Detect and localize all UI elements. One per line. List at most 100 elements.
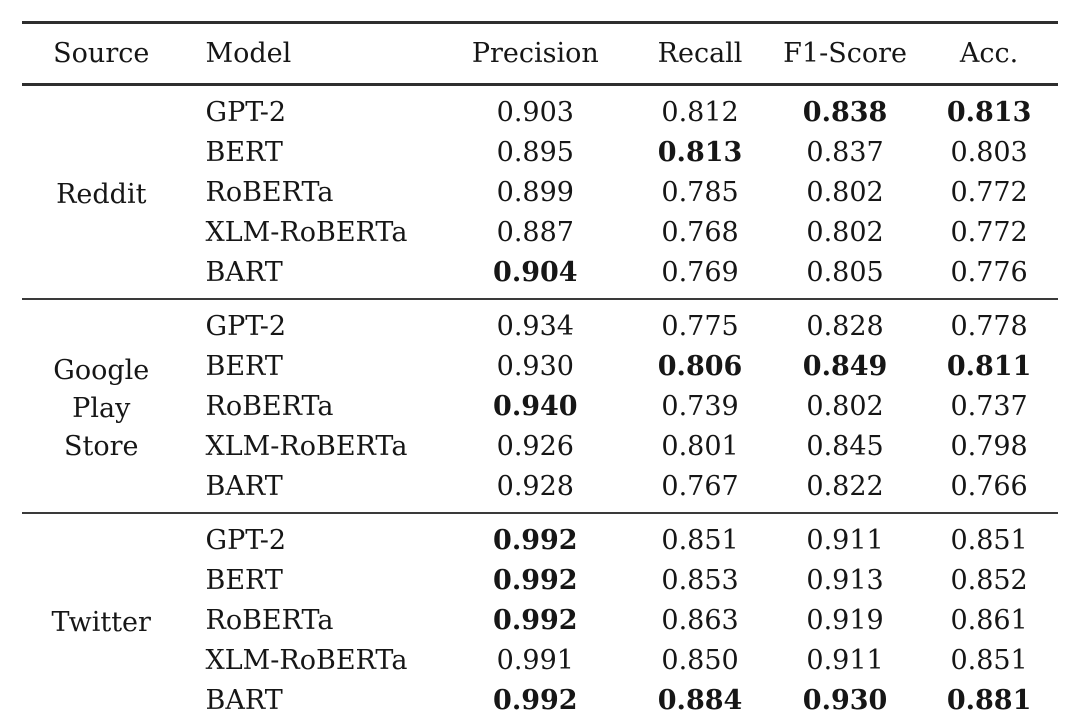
source-label: Google [53, 354, 150, 386]
section-google-play-store: Google Play Store GPT-2 0.934 0.775 0.82… [22, 299, 1058, 513]
f1-cell: 0.805 [806, 256, 884, 288]
acc-cell: 0.778 [950, 310, 1028, 342]
model-cell: XLM-RoBERTa [205, 216, 408, 248]
precision-cell: 0.899 [496, 176, 574, 208]
model-cell: BART [205, 470, 283, 502]
table-row: RoBERTa 0.940 0.739 0.802 0.737 [22, 386, 1058, 426]
acc-cell: 0.772 [950, 216, 1028, 248]
acc-cell: 0.851 [950, 644, 1028, 676]
model-cell: RoBERTa [205, 604, 334, 636]
source-label: Reddit [56, 178, 147, 210]
precision-cell: 0.991 [496, 644, 574, 676]
header-recall: Recall [657, 38, 743, 69]
acc-cell: 0.772 [950, 176, 1028, 208]
recall-cell: 0.775 [661, 310, 739, 342]
acc-cell: 0.852 [950, 564, 1028, 596]
acc-cell: 0.851 [950, 524, 1028, 556]
header-model: Model [205, 38, 292, 69]
precision-cell: 0.887 [496, 216, 574, 248]
table-row: Twitter GPT-2 0.992 0.851 0.911 0.851 [22, 513, 1058, 638]
acc-cell: 0.803 [950, 136, 1028, 168]
f1-cell: 0.919 [806, 604, 884, 636]
precision-cell: 0.930 [496, 350, 574, 382]
table-row: XLM-RoBERTa 0.926 0.801 0.845 0.798 [22, 426, 1058, 466]
acc-cell: 0.813 [946, 96, 1032, 128]
model-cell: BERT [205, 350, 283, 382]
recall-cell: 0.850 [661, 644, 739, 676]
acc-cell: 0.861 [950, 604, 1028, 636]
recall-cell: 0.801 [661, 430, 739, 462]
precision-cell: 0.903 [496, 96, 574, 128]
f1-cell: 0.802 [806, 216, 884, 248]
header-accuracy: Acc. [959, 38, 1019, 69]
table-row: BART 0.928 0.767 0.822 0.766 [22, 466, 1058, 513]
header-f1-score: F1-Score [783, 38, 907, 69]
f1-cell: 0.845 [806, 430, 884, 462]
acc-cell: 0.766 [950, 470, 1028, 502]
model-cell: BERT [205, 136, 283, 168]
source-cell-reddit: Reddit [22, 85, 181, 300]
f1-cell: 0.838 [802, 96, 888, 128]
recall-cell: 0.739 [661, 390, 739, 422]
f1-cell: 0.822 [806, 470, 884, 502]
model-cell: RoBERTa [205, 176, 334, 208]
section-twitter: Twitter GPT-2 0.992 0.851 0.911 0.851 BE… [22, 513, 1058, 724]
precision-cell: 0.928 [496, 470, 574, 502]
f1-cell: 0.911 [806, 524, 884, 556]
precision-cell: 0.992 [493, 524, 578, 556]
recall-cell: 0.863 [661, 604, 739, 636]
recall-cell: 0.812 [661, 96, 739, 128]
header-precision: Precision [471, 38, 599, 69]
source-label: Play [72, 392, 131, 424]
results-table: Source Model Precision Recall F1-Score A… [22, 21, 1058, 724]
recall-cell: 0.769 [661, 256, 739, 288]
table-row: XLM-RoBERTa 0.991 0.850 0.911 0.851 [22, 640, 1058, 680]
model-cell: GPT-2 [205, 310, 287, 342]
table-row: BART 0.904 0.769 0.805 0.776 [22, 252, 1058, 299]
acc-cell: 0.798 [950, 430, 1028, 462]
table-row: BERT 0.992 0.853 0.913 0.852 [22, 560, 1058, 600]
table-row: Reddit GPT-2 0.903 0.812 0.838 0.813 [22, 85, 1058, 210]
model-cell: BART [205, 684, 283, 716]
section-reddit: Reddit GPT-2 0.903 0.812 0.838 0.813 BER… [22, 85, 1058, 299]
precision-cell: 0.992 [493, 604, 578, 636]
f1-cell: 0.849 [802, 350, 888, 382]
table-row: XLM-RoBERTa 0.887 0.768 0.802 0.772 [22, 212, 1058, 252]
table-row: RoBERTa 0.899 0.785 0.802 0.772 [22, 172, 1058, 212]
table-row: BART 0.992 0.884 0.930 0.881 [22, 680, 1058, 724]
acc-cell: 0.811 [946, 350, 1032, 382]
recall-cell: 0.853 [661, 564, 739, 596]
table-row: BERT 0.930 0.806 0.849 0.811 [22, 346, 1058, 386]
model-cell: XLM-RoBERTa [205, 644, 408, 676]
header-row: Source Model Precision Recall F1-Score A… [22, 23, 1058, 85]
recall-cell: 0.768 [661, 216, 739, 248]
f1-cell: 0.802 [806, 390, 884, 422]
table-row: Google Play Store GPT-2 0.934 0.775 0.82… [22, 299, 1058, 463]
source-cell-google-play-store: Google Play Store [22, 299, 181, 513]
table-row: RoBERTa 0.992 0.863 0.919 0.861 [22, 600, 1058, 640]
f1-cell: 0.913 [806, 564, 884, 596]
precision-cell: 0.992 [493, 684, 578, 716]
table-header: Source Model Precision Recall F1-Score A… [22, 23, 1058, 85]
source-label: Twitter [51, 606, 151, 638]
recall-cell: 0.851 [661, 524, 739, 556]
recall-cell: 0.767 [661, 470, 739, 502]
precision-cell: 0.992 [493, 564, 578, 596]
model-cell: RoBERTa [205, 390, 334, 422]
recall-cell: 0.813 [657, 136, 743, 168]
acc-cell: 0.737 [950, 390, 1028, 422]
model-cell: BERT [205, 564, 283, 596]
f1-cell: 0.911 [806, 644, 884, 676]
f1-cell: 0.802 [806, 176, 884, 208]
recall-cell: 0.785 [661, 176, 739, 208]
model-cell: GPT-2 [205, 96, 287, 128]
precision-cell: 0.926 [496, 430, 574, 462]
acc-cell: 0.776 [950, 256, 1028, 288]
f1-cell: 0.837 [806, 136, 884, 168]
precision-cell: 0.940 [493, 390, 578, 422]
source-label: Store [64, 431, 139, 463]
source-cell-twitter: Twitter [22, 513, 181, 724]
precision-cell: 0.904 [493, 256, 578, 288]
f1-cell: 0.930 [802, 684, 888, 716]
